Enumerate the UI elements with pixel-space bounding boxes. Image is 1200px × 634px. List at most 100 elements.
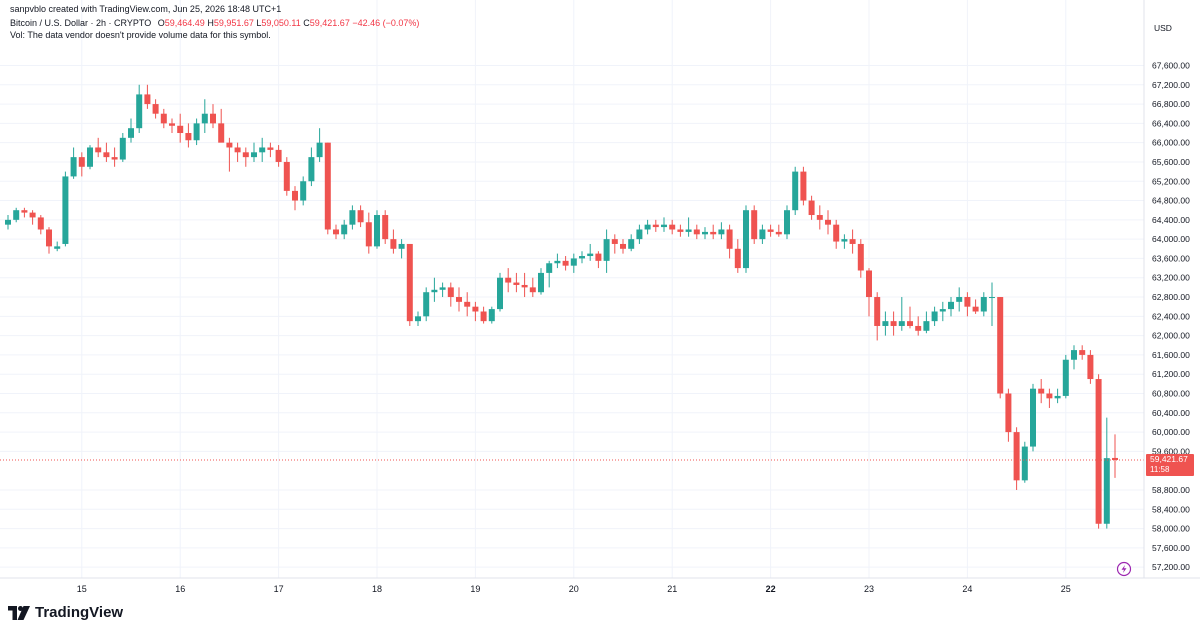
candle-body — [702, 231, 708, 235]
candle-body — [866, 270, 872, 298]
price-tick-label: 62,400.00 — [1152, 311, 1190, 321]
candle-body — [415, 316, 421, 322]
candle-body — [374, 215, 380, 247]
candle — [242, 147, 249, 167]
candle — [751, 205, 758, 244]
candle — [652, 219, 659, 232]
candle-body — [193, 123, 200, 141]
candle-body — [1103, 458, 1110, 524]
candle — [423, 287, 430, 322]
volume-note: Vol: The data vendor doesn't provide vol… — [10, 30, 271, 40]
price-tick-label: 58,800.00 — [1152, 485, 1190, 495]
candle — [644, 219, 651, 235]
price-tick-label: 62,000.00 — [1152, 331, 1190, 341]
candle-body — [62, 176, 69, 244]
symbol-title[interactable]: Bitcoin / U.S. Dollar · 2h · CRYPTO — [10, 18, 152, 28]
candle — [759, 224, 766, 244]
candle-body — [185, 133, 192, 141]
candle-body — [1087, 354, 1094, 380]
candle — [956, 287, 963, 312]
candle — [972, 299, 979, 314]
candle-body — [972, 306, 979, 312]
candle-body — [997, 297, 1004, 394]
candle-body — [201, 113, 208, 124]
tradingview-brand[interactable]: TradingView — [8, 604, 123, 621]
price-tick-label: 65,200.00 — [1152, 176, 1190, 186]
candle-body — [505, 277, 512, 283]
candle — [620, 239, 626, 254]
candle-body — [1046, 393, 1053, 399]
candle-body — [579, 256, 585, 259]
candle — [767, 224, 774, 237]
candle — [464, 292, 471, 317]
tradingview-wordmark: TradingView — [35, 604, 124, 621]
candle-body — [939, 309, 946, 312]
price-tick-label: 64,000.00 — [1152, 234, 1190, 244]
candle — [734, 239, 741, 273]
candle-body — [341, 224, 348, 235]
candle-body — [611, 239, 618, 244]
candle-body — [825, 219, 831, 225]
candle-body — [521, 284, 528, 288]
chart-credit: sanpvblo created with TradingView.com, J… — [10, 4, 282, 14]
price-tick-label: 66,000.00 — [1152, 138, 1190, 148]
ohlc-readout: O59,464.49 H59,951.67 L59,050.11 C59,421… — [158, 18, 420, 28]
price-tick-label: 67,200.00 — [1152, 80, 1190, 90]
legend-row[interactable]: Bitcoin / U.S. Dollar · 2h · CRYPTO O59,… — [10, 18, 419, 28]
candle-body — [915, 325, 922, 331]
candle — [308, 147, 315, 187]
candle-body — [128, 128, 134, 138]
candle — [1095, 374, 1102, 529]
candle-body — [603, 239, 610, 261]
candle — [628, 234, 635, 252]
candle-body — [292, 190, 298, 201]
candle — [349, 205, 356, 230]
candle — [849, 229, 856, 254]
lightning-icon[interactable] — [1116, 561, 1132, 577]
candle-body — [513, 282, 520, 285]
candle-body — [497, 277, 503, 310]
price-tick-label: 60,000.00 — [1152, 427, 1190, 437]
candle-body — [398, 243, 405, 249]
candle-body — [21, 210, 28, 213]
price-axis[interactable]: USD 67,600.00 67,200.00 66,800.00 66,400.00… — [1152, 23, 1190, 572]
candle-body — [1005, 393, 1012, 433]
candle — [964, 292, 971, 317]
candle-body — [538, 272, 544, 293]
price-tick-label: 66,800.00 — [1152, 99, 1190, 109]
candle-body — [734, 248, 741, 269]
time-tick-label: 24 — [962, 584, 972, 594]
candle-body — [989, 297, 995, 299]
candle — [1013, 427, 1020, 490]
candle — [980, 292, 987, 317]
candle — [300, 176, 307, 206]
close-label: C — [303, 18, 310, 28]
candle — [677, 224, 684, 237]
candle-body — [251, 152, 257, 158]
candle-body — [620, 243, 626, 249]
time-axis[interactable]: 15 16 17 18 19 20 21 22 23 24 25 — [77, 584, 1071, 594]
candle-body — [890, 321, 897, 326]
candle-body — [587, 253, 594, 257]
candle-body — [1071, 350, 1077, 360]
candle — [1103, 417, 1110, 529]
candle-body — [907, 321, 913, 326]
price-tick-label: 67,600.00 — [1152, 60, 1190, 70]
candle — [898, 297, 905, 331]
candle-body — [488, 309, 495, 322]
candle-body — [456, 297, 462, 302]
time-tick-label: 17 — [274, 584, 284, 594]
candle-body — [234, 147, 241, 153]
candle-body — [324, 142, 331, 230]
price-tick-label: 57,200.00 — [1152, 562, 1190, 572]
last-price-badge-background — [1146, 454, 1194, 477]
candle — [275, 145, 282, 167]
candle-body — [144, 94, 151, 105]
candle — [226, 137, 233, 172]
candle-body — [685, 229, 692, 232]
candle — [1079, 345, 1086, 360]
last-price-badge: 59,421.67 11:58 — [1146, 454, 1194, 477]
candle — [611, 234, 618, 254]
candle-body — [1054, 395, 1061, 399]
